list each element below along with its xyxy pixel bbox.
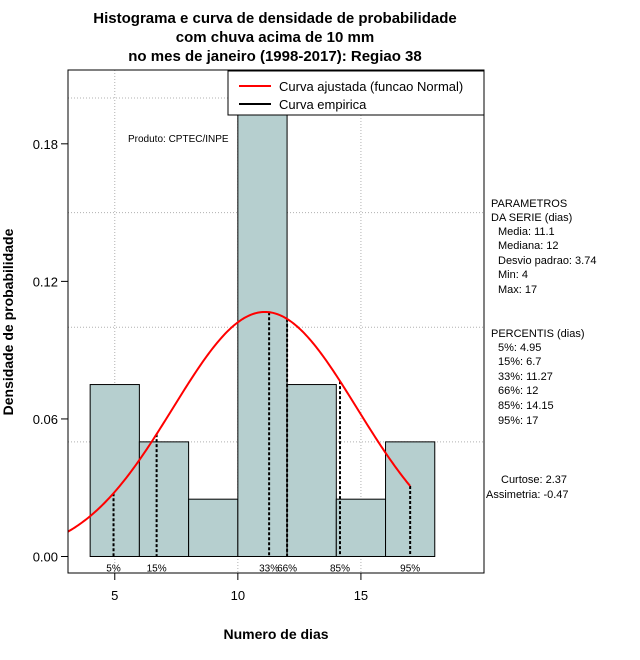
percentile-label-6: 95% xyxy=(400,563,420,574)
axes: 5 10 15 0.00 0.06 0.12 0.18 xyxy=(33,137,368,603)
x-tick-label-5: 5 xyxy=(111,588,118,603)
percentile-label-5: 85% xyxy=(330,563,350,574)
histogram-bar-3 xyxy=(188,498,239,557)
normal-curve xyxy=(67,310,411,533)
x-axis-title: Numero de dias xyxy=(223,626,328,642)
percentile-lines: 5% 15% 33%66% 85% 95% xyxy=(106,312,420,574)
curtose-label: Curtose: 2.37 xyxy=(501,474,567,486)
percentil-95: 95%: 17 xyxy=(498,415,538,427)
percentile-label-2: 15% xyxy=(147,563,167,574)
histogram-bar-6 xyxy=(335,498,387,557)
y-axis-title: Densidade de probabilidade xyxy=(0,228,16,415)
legend-normal-label: Curva ajustada (funcao Normal) xyxy=(279,79,463,94)
param-max: Max: 17 xyxy=(498,284,537,296)
percentiles-panel: PERCENTIS (dias) 5%: 4.95 15%: 6.7 33%: … xyxy=(491,328,585,427)
histogram-bars xyxy=(89,97,436,557)
histogram-bar-4 xyxy=(237,97,288,557)
series-parameters-panel: PARAMETROS DA SERIE (dias) Media: 11.1 M… xyxy=(491,198,596,296)
percentil-66: 66%: 12 xyxy=(498,385,538,397)
legend: Curva ajustada (funcao Normal) Curva emp… xyxy=(227,70,485,116)
x-tick-label-10: 10 xyxy=(231,588,245,603)
y-tick-label-3: 0.18 xyxy=(33,137,58,152)
product-label: Produto: CPTEC/INPE xyxy=(128,134,229,145)
chart-title-line-1: Histograma e curva de densidade de proba… xyxy=(93,10,456,27)
percentil-5: 5%: 4.95 xyxy=(498,342,541,354)
assimetria-label: Assimetria: -0.47 xyxy=(486,489,569,501)
percentile-label-1: 5% xyxy=(106,563,121,574)
y-tick-label-0: 0.00 xyxy=(33,549,58,564)
params-title-line-2: DA SERIE (dias) xyxy=(491,212,572,224)
percentil-85: 85%: 14.15 xyxy=(498,400,554,412)
legend-empirical-label: Curva empirica xyxy=(279,97,367,112)
percentil-15: 15%: 6.7 xyxy=(498,356,541,368)
param-desvio: Desvio padrao: 3.74 xyxy=(498,255,596,267)
histogram-bar-7 xyxy=(385,441,436,557)
params-title-line-1: PARAMETROS xyxy=(491,198,567,210)
chart-title-line-2: com chuva acima de 10 mm xyxy=(176,29,374,46)
y-tick-label-2: 0.12 xyxy=(33,274,58,289)
histogram-bar-5 xyxy=(286,384,337,557)
legend-box xyxy=(227,70,485,116)
chart-title-line-3: no mes de janeiro (1998-2017): Regiao 38 xyxy=(128,48,421,65)
percentile-label-4: 66% xyxy=(277,563,297,574)
x-tick-label-15: 15 xyxy=(354,588,368,603)
percentil-33: 33%: 11.27 xyxy=(498,371,553,383)
param-min: Min: 4 xyxy=(498,269,528,281)
param-media: Media: 11.1 xyxy=(498,226,555,238)
param-mediana: Mediana: 12 xyxy=(498,240,559,252)
percentile-label-3: 33% xyxy=(259,563,279,574)
percentis-title: PERCENTIS (dias) xyxy=(491,328,585,340)
histogram-bar-2 xyxy=(138,441,190,557)
y-tick-label-1: 0.06 xyxy=(33,412,58,427)
normal-curve-layer xyxy=(67,310,411,533)
